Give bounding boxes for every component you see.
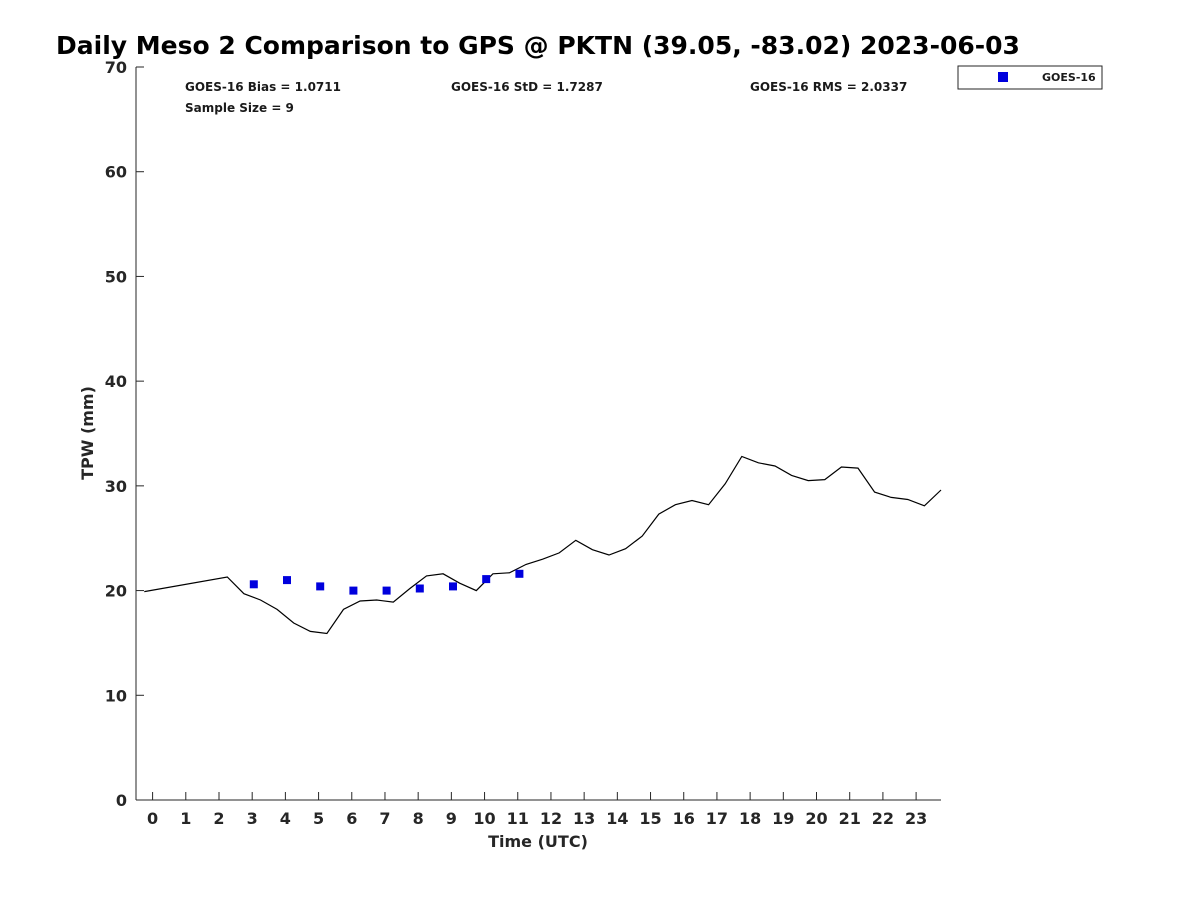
x-tick-label: 23	[905, 809, 927, 828]
goes16-point	[316, 582, 325, 591]
x-tick-label: 18	[739, 809, 761, 828]
y-tick-label: 40	[105, 372, 127, 391]
x-tick-label: 21	[839, 809, 861, 828]
x-tick-label: 8	[413, 809, 424, 828]
sample-size-stat: Sample Size = 9	[185, 101, 294, 115]
x-tick-label: 2	[213, 809, 224, 828]
legend-label-goes-16: GOES-16	[1042, 71, 1096, 84]
x-tick-label: 12	[540, 809, 562, 828]
rms-stat: GOES-16 RMS = 2.0337	[750, 80, 907, 94]
y-tick-label: 70	[105, 58, 127, 77]
goes16-point	[249, 580, 258, 589]
x-tick-label: 22	[872, 809, 894, 828]
y-tick-label: 60	[105, 163, 127, 182]
std-stat: GOES-16 StD = 1.7287	[451, 80, 603, 94]
x-tick-label: 11	[507, 809, 529, 828]
x-tick-label: 4	[280, 809, 291, 828]
goes16-point	[482, 575, 491, 584]
goes16-point	[382, 586, 391, 595]
x-tick-label: 6	[346, 809, 357, 828]
x-tick-label: 17	[706, 809, 728, 828]
legend-box	[957, 65, 1103, 90]
x-tick-label: 5	[313, 809, 324, 828]
y-tick-label: 50	[105, 267, 127, 286]
goes16-point	[349, 586, 358, 595]
x-tick-label: 10	[473, 809, 495, 828]
chart-title: Daily Meso 2 Comparison to GPS @ PKTN (3…	[56, 31, 1020, 60]
x-tick-label: 3	[247, 809, 258, 828]
y-axis-label: TPW (mm)	[78, 386, 97, 480]
y-tick-label: 20	[105, 582, 127, 601]
legend: GOES-16	[957, 65, 1103, 90]
x-tick-label: 9	[446, 809, 457, 828]
y-tick-label: 0	[116, 791, 127, 810]
goes16-point	[515, 569, 524, 578]
bias-stat: GOES-16 Bias = 1.0711	[185, 80, 341, 94]
y-tick-label: 30	[105, 477, 127, 496]
legend-marker-goes-16	[998, 72, 1008, 82]
x-tick-label: 19	[772, 809, 794, 828]
goes16-point	[415, 584, 424, 593]
x-tick-label: 7	[379, 809, 390, 828]
goes16-point	[283, 576, 291, 585]
x-axis-ticks: 0 1 2 3 4 5 6 7 8 9 10 11 12 13 14 15 16 17 18 19 20 21 22 23	[147, 792, 927, 828]
gps-tpw-line	[144, 455, 942, 635]
x-tick-label: 20	[805, 809, 827, 828]
x-tick-label: 15	[639, 809, 661, 828]
x-tick-label: 14	[606, 809, 628, 828]
x-tick-label: 0	[147, 809, 158, 828]
x-axis-label: Time (UTC)	[488, 832, 588, 851]
y-tick-label: 10	[105, 686, 127, 705]
series-layer	[144, 455, 942, 635]
x-tick-label: 16	[673, 809, 695, 828]
x-tick-label: 1	[180, 809, 191, 828]
y-axis-ticks: 0 10 20 30 40 50 60 70	[105, 58, 144, 810]
goes16-point	[449, 582, 457, 591]
x-tick-label: 13	[573, 809, 595, 828]
